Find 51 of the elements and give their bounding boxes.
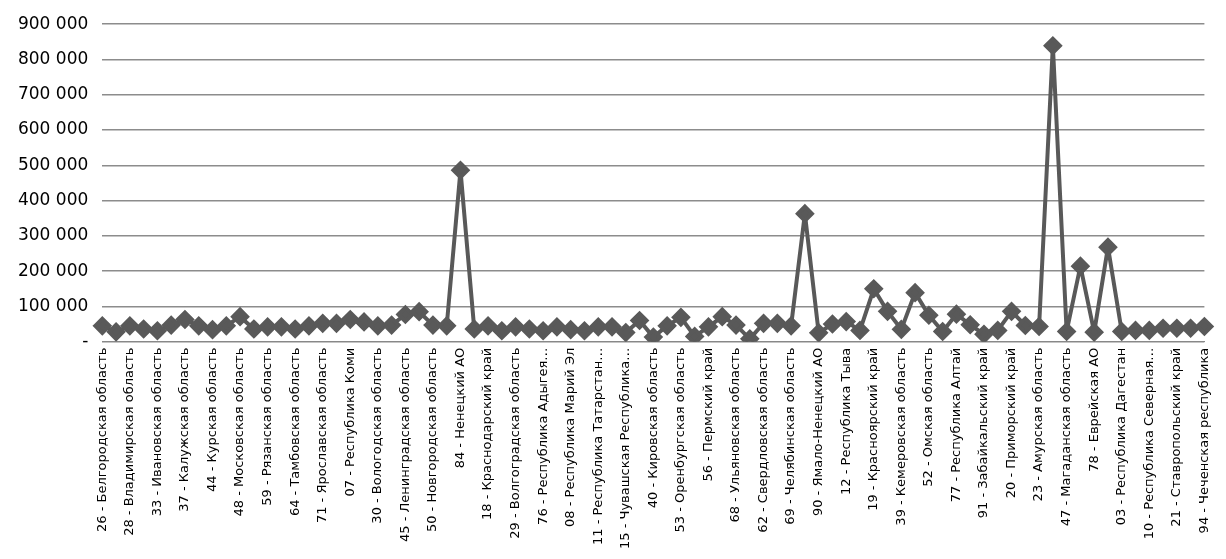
x-tick-label: 39 - Кемеровская область (892, 347, 908, 526)
y-tick-label: 600 000 (17, 118, 89, 139)
y-tick-label: 400 000 (17, 189, 89, 209)
y-tick-label: - (82, 330, 89, 351)
x-tick-label: 03 - Республика Дагестан (1113, 347, 1129, 526)
x-tick-label: 15 - Чувашская Республика… (617, 347, 633, 550)
x-tick-label: 07 - Республика Коми (341, 347, 357, 497)
x-tick-label: 30 - Вологодская область (369, 347, 385, 524)
y-tick-label: 100 000 (17, 294, 89, 315)
x-tick-label: 23 - Амурская область (1030, 347, 1046, 502)
x-tick-label: 21 - Ставропольский край (1168, 347, 1184, 527)
x-tick-label: 53 - Оренбургская область (672, 347, 688, 533)
x-tick-label: 71 - Ярославская область (314, 347, 330, 524)
x-tick-label: 64 - Тамбовская область (286, 347, 302, 517)
x-tick-label: 18 - Краснодарский край (479, 347, 495, 520)
x-tick-label: 28 - Владимирская область (121, 347, 137, 536)
x-tick-label: 50 - Новгородская область (424, 347, 440, 533)
x-tick-label: 91 - Забайкальский край (975, 347, 991, 519)
x-tick-label: 94 - Чеченская республика (1195, 347, 1211, 534)
y-tick-label: 800 000 (17, 47, 89, 68)
x-tick-label: 78 - Еврейская АО (1085, 347, 1101, 472)
x-tick-label: 19 - Красноярский край (865, 347, 881, 511)
x-tick-label: 20 - Приморский край (1002, 347, 1018, 499)
x-tick-label: 45 - Ленинградская область (396, 347, 412, 542)
x-tick-label: 26 - Белгородская область (93, 347, 109, 532)
x-tick-label: 48 - Московская область (231, 347, 247, 517)
x-tick-label: 77 - Республика Алтай (947, 347, 963, 503)
x-tick-label: 33 - Ивановская область (148, 347, 164, 517)
x-tick-label: 52 - Омская область (920, 347, 936, 487)
x-tick-label: 37 - Калужская область (176, 347, 192, 512)
y-tick-label: 300 000 (17, 224, 89, 245)
x-tick-label: 68 - Ульяновская область (727, 347, 743, 523)
x-tick-label: 40 - Кировская область (644, 347, 660, 509)
y-tick-label: 500 000 (17, 153, 89, 174)
y-tick-label: 900 000 (17, 12, 89, 33)
x-tick-label: 12 - Республика Тыва (837, 347, 853, 495)
x-tick-label: 62 - Свердловская область (754, 347, 770, 533)
x-tick-label: 76 - Республика Адыгея… (534, 347, 550, 525)
x-tick-label: 59 - Рязанская область (258, 347, 274, 506)
x-tick-label: 84 - Ненецкий АО (451, 347, 467, 469)
x-tick-label: 44 - Курская область (203, 347, 219, 492)
x-tick-label: 69 - Челябинская область (782, 347, 798, 525)
x-tick-label: 29 - Волгоградская область (506, 347, 522, 539)
y-tick-label: 700 000 (17, 83, 89, 104)
x-tick-label: 10 - Республика Северная… (1140, 347, 1156, 540)
y-tick-label: 200 000 (17, 259, 89, 280)
x-tick-label: 08 - Республика Марий Эл (562, 347, 578, 527)
x-tick-label: 47 - Магаданская область (1058, 347, 1074, 527)
x-tick-label: 11 - Республика Татарстан… (589, 347, 605, 545)
x-tick-label: 56 - Пермский край (699, 347, 715, 482)
x-tick-label: 90 - Ямало-Ненецкий АО (810, 347, 826, 517)
